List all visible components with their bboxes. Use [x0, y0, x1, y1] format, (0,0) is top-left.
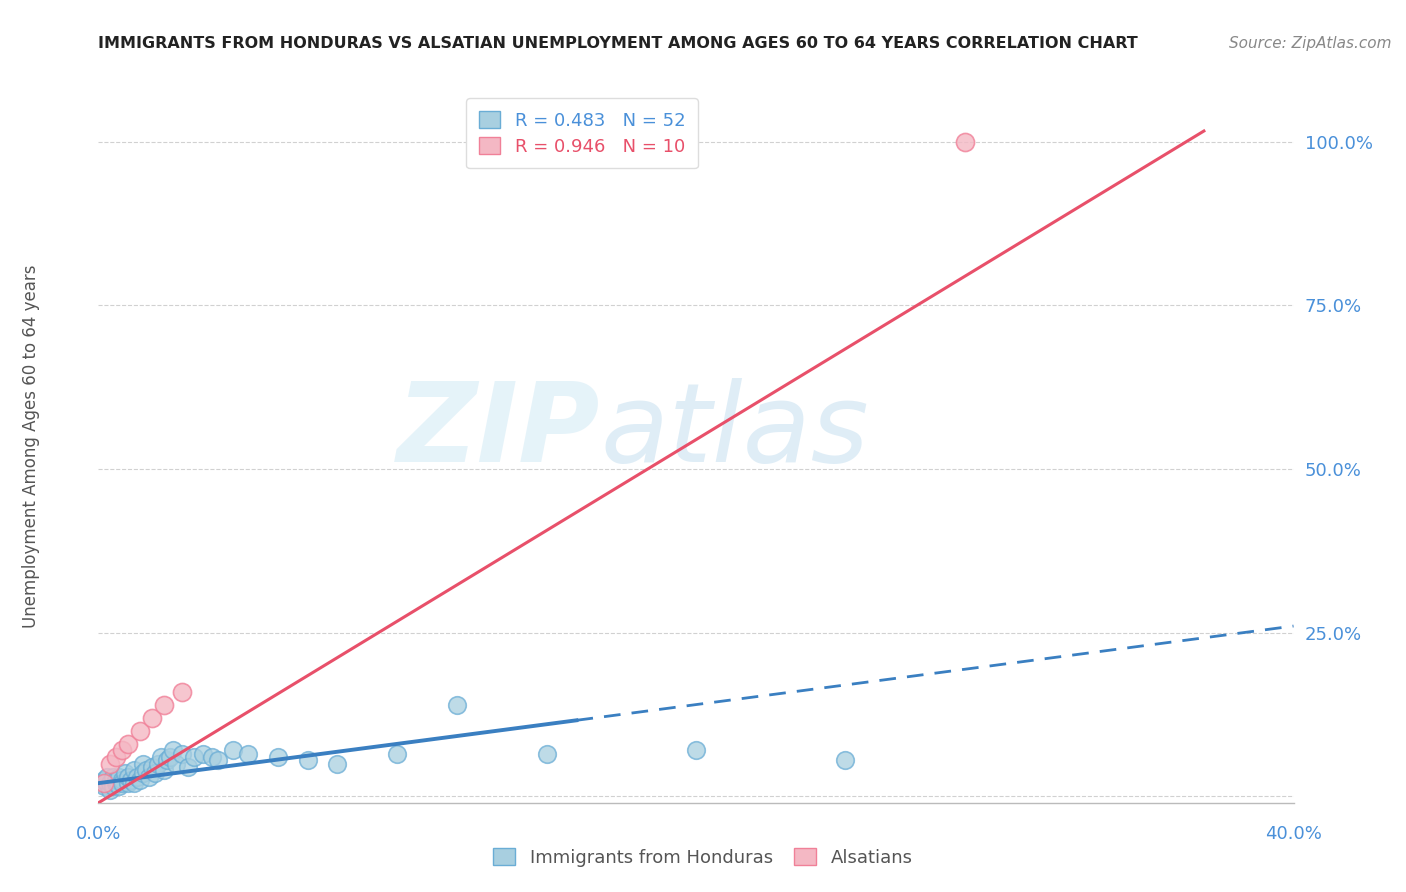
Point	[111, 743, 134, 757]
Point	[172, 747, 194, 761]
Point	[267, 750, 290, 764]
Point	[297, 753, 319, 767]
Point	[111, 776, 134, 790]
Point	[111, 772, 134, 787]
Point	[172, 684, 194, 698]
Point	[183, 750, 205, 764]
Point	[93, 772, 115, 787]
Text: 40.0%: 40.0%	[1265, 825, 1322, 843]
Point	[93, 776, 115, 790]
Point	[150, 750, 173, 764]
Point	[135, 763, 157, 777]
Point	[207, 753, 229, 767]
Point	[141, 711, 163, 725]
Point	[105, 772, 128, 787]
Point	[124, 763, 146, 777]
Point	[98, 782, 122, 797]
Text: 0.0%: 0.0%	[76, 825, 121, 843]
Point	[153, 763, 176, 777]
Point	[326, 756, 349, 771]
Point	[108, 780, 131, 794]
Point	[177, 760, 200, 774]
Legend: R = 0.483   N = 52, R = 0.946   N = 10: R = 0.483 N = 52, R = 0.946 N = 10	[465, 98, 697, 169]
Point	[148, 756, 170, 771]
Point	[98, 776, 122, 790]
Point	[120, 772, 142, 787]
Point	[132, 756, 155, 771]
Point	[236, 747, 259, 761]
Point	[222, 743, 245, 757]
Text: atlas: atlas	[600, 378, 869, 485]
Point	[98, 756, 122, 771]
Point	[536, 747, 558, 761]
Point	[685, 743, 707, 757]
Text: Unemployment Among Ages 60 to 64 years: Unemployment Among Ages 60 to 64 years	[22, 264, 39, 628]
Text: ZIP: ZIP	[396, 378, 600, 485]
Point	[156, 753, 179, 767]
Point	[105, 776, 128, 790]
Text: IMMIGRANTS FROM HONDURAS VS ALSATIAN UNEMPLOYMENT AMONG AGES 60 TO 64 YEARS CORR: IMMIGRANTS FROM HONDURAS VS ALSATIAN UNE…	[98, 36, 1139, 51]
Point	[129, 723, 152, 738]
Point	[114, 766, 136, 780]
Point	[117, 737, 139, 751]
Point	[93, 780, 115, 794]
Point	[117, 776, 139, 790]
Point	[201, 750, 224, 764]
Point	[132, 766, 155, 780]
Point	[165, 756, 187, 771]
Point	[129, 772, 152, 787]
Point	[117, 770, 139, 784]
Point	[385, 747, 409, 761]
Point	[446, 698, 468, 712]
Point	[162, 743, 184, 757]
Legend: Immigrants from Honduras, Alsatians: Immigrants from Honduras, Alsatians	[486, 841, 920, 874]
Point	[105, 750, 128, 764]
Point	[834, 753, 856, 767]
Point	[953, 135, 976, 149]
Point	[141, 760, 163, 774]
Point	[108, 770, 131, 784]
Point	[159, 750, 181, 764]
Text: Source: ZipAtlas.com: Source: ZipAtlas.com	[1229, 36, 1392, 51]
Point	[96, 770, 118, 784]
Point	[90, 776, 112, 790]
Point	[124, 776, 146, 790]
Point	[138, 770, 160, 784]
Point	[153, 698, 176, 712]
Point	[103, 780, 125, 794]
Point	[143, 766, 166, 780]
Point	[103, 770, 125, 784]
Point	[127, 770, 149, 784]
Point	[191, 747, 214, 761]
Point	[96, 776, 118, 790]
